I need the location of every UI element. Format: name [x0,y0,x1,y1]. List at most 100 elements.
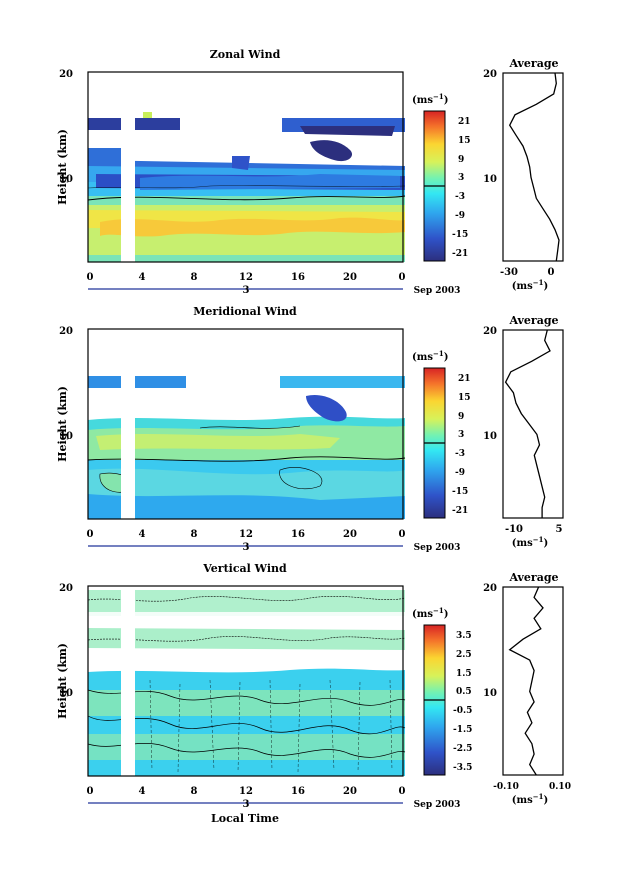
day-label: 3 [243,285,250,296]
x-tick-label: -0.10 [493,782,519,792]
avg-unit-label: (ms [512,538,533,549]
vertical-panel: Vertical Wind Height (km) 20 10 0 4 8 [56,562,571,825]
average-profile: Average 20 10 -0.10 0.10 (ms−1) [483,571,571,806]
y-tick-label: 10 [483,174,497,185]
y-axis-label: Height (km) [56,643,69,719]
heatmap-field [87,585,406,777]
colorbar: (ms−1) 3.5 2.5 1.5 0.5 -0.5 -1.5 -2.5 -3… [412,606,472,776]
y-axis-label: Height (km) [56,386,69,462]
avg-unit-label: (ms [512,281,533,292]
date-label: Sep 2003 [414,800,461,810]
x-axis-label: Local Time [211,812,279,825]
unit-label: (ms [412,609,433,620]
average-line [508,72,560,262]
x-tick-label: 16 [291,272,305,283]
x-tick-label: 12 [239,529,253,540]
colorbar-tick: -2.5 [453,744,472,754]
x-tick-label: 16 [291,529,305,540]
x-tick-label: 0 [399,529,406,540]
colorbar-tick: 1.5 [456,669,472,679]
x-tick-label: 4 [139,786,146,797]
x-tick-label: 12 [239,786,253,797]
colorbar-tick: -1.5 [453,725,472,735]
colorbar: (ms−1) 21 15 9 3 -3 -9 -15 -21 [412,92,471,262]
x-axis: 0 4 8 12 16 20 0 3 Sep 2003 Local Time [87,786,461,825]
x-tick-label: -30 [500,267,518,278]
avg-unit-label: (ms [512,795,533,806]
y-tick-label: 20 [483,326,497,337]
panel-title: Zonal Wind [210,48,281,61]
colorbar-tick: 15 [458,136,471,146]
y-tick-label: 20 [483,583,497,594]
y-tick-label: 20 [59,69,73,80]
x-tick-label: 0 [399,272,406,283]
colorbar-tick: -21 [452,506,468,516]
svg-text:(ms−1): (ms−1) [512,792,548,806]
colorbar-tick: 3 [458,173,464,183]
y-tick-label: 10 [59,174,73,185]
colorbar-tick: 9 [458,155,464,165]
colorbar-tick: -9 [455,211,465,221]
y-tick-label: 10 [59,431,73,442]
colorbar-tick: -15 [452,230,468,240]
x-tick-label: 8 [191,529,198,540]
average-title: Average [508,57,558,70]
meridional-panel: Meridional Wind Height (km) 20 10 0 4 8 [56,305,564,553]
y-axis-label: Height (km) [56,129,69,205]
x-axis: 0 4 8 12 16 20 0 3 Sep 2003 [87,272,461,296]
colorbar-tick: -3 [455,449,465,459]
x-tick-label: 0.10 [549,782,571,792]
colorbar-tick: -21 [452,249,468,259]
colorbar-tick: -0.5 [453,706,472,716]
colorbar-tick: 3.5 [456,631,472,641]
y-tick-label: 10 [483,431,497,442]
colorbar-tick: 2.5 [456,650,472,660]
x-tick-label: 5 [556,524,563,535]
unit-exponent: −1 [433,349,444,358]
x-axis: 0 4 8 12 16 20 0 3 Sep 2003 [87,529,461,553]
date-label: Sep 2003 [414,543,461,553]
day-label: 3 [243,799,250,810]
x-tick-label: -10 [505,524,523,535]
x-tick-label: 20 [343,786,357,797]
svg-text:(ms−1): (ms−1) [412,92,448,106]
colorbar-tick: -3 [455,192,465,202]
x-tick-label: 0 [399,786,406,797]
svg-text:(ms−1): (ms−1) [512,278,548,292]
x-tick-label: 4 [139,272,146,283]
zonal-panel: Zonal Wind Height (km) 20 10 [56,48,564,296]
unit-label: (ms [412,352,433,363]
colorbar-tick: -15 [452,487,468,497]
x-tick-label: 8 [191,272,198,283]
colorbar-tick: 0.5 [456,687,472,697]
x-tick-label: 20 [343,529,357,540]
average-title: Average [508,314,558,327]
colorbar-tick: 15 [458,393,471,403]
x-tick-label: 0 [548,267,555,278]
avg-unit-exponent: −1 [533,278,544,287]
average-profile: Average 20 10 -30 0 (ms−1) [483,57,564,292]
x-tick-label: 0 [87,529,94,540]
svg-text:(ms−1): (ms−1) [512,535,548,549]
colorbar-tick: 21 [458,374,471,384]
x-tick-label: 0 [87,272,94,283]
y-tick-label: 20 [59,326,73,337]
svg-text:(ms−1): (ms−1) [412,606,448,620]
x-tick-label: 0 [87,786,94,797]
x-tick-label: 12 [239,272,253,283]
colorbar-tick: 9 [458,412,464,422]
colorbar-tick: -3.5 [453,763,472,773]
x-tick-label: 16 [291,786,305,797]
heatmap-field [87,71,406,263]
day-label: 3 [243,542,250,553]
avg-unit-exponent: −1 [533,535,544,544]
x-tick-label: 8 [191,786,198,797]
unit-label: (ms [412,95,433,106]
y-tick-label: 20 [483,69,497,80]
svg-text:(ms−1): (ms−1) [412,349,448,363]
average-profile: Average 20 10 -10 5 (ms−1) [483,314,564,549]
unit-exponent: −1 [433,606,444,615]
x-tick-label: 4 [139,529,146,540]
colorbar-tick: -9 [455,468,465,478]
